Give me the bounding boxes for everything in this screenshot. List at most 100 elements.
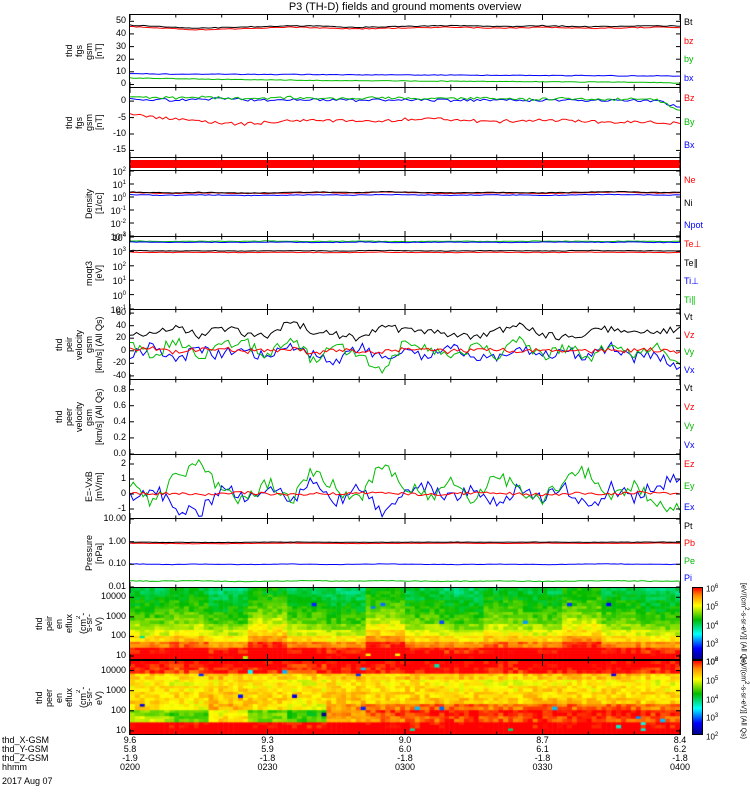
panel-plot-pressure: [130, 519, 680, 587]
right-series-label-Npot: Npot: [684, 219, 704, 230]
panel-plot-density: [130, 171, 680, 236]
y-axis-label-line: en: [54, 618, 64, 629]
y-axis-label-line: eV): [94, 690, 104, 705]
plot-title: P3 (TH-D) fields and ground moments over…: [288, 1, 522, 13]
x-tick-value: -1.8: [259, 753, 276, 763]
y-tick-label: 103: [112, 247, 126, 258]
y-tick-label: 0: [120, 95, 126, 106]
panel-efield-vxb: [129, 454, 681, 519]
y-axis-label-line: (cm2-: [76, 612, 88, 635]
y-axis-label-line: thd: [34, 617, 44, 630]
y-axis-label-line: thd: [34, 691, 44, 704]
y-axis-label-line: [km/s] (All Qs): [94, 316, 104, 373]
colorbar-tick-label: 103: [706, 638, 719, 649]
y-tick-label: 100: [112, 193, 126, 203]
right-series-label-Pb: Pb: [684, 538, 696, 549]
flag-band: [130, 160, 680, 168]
x-tick-value: -1.8: [397, 753, 413, 763]
y-tick-label: 10: [115, 649, 126, 660]
y-axis-label-line: moqt3: [84, 260, 94, 286]
colorbar-tick-label: 106: [706, 584, 719, 594]
right-series-label-Ez: Ez: [684, 458, 695, 469]
series-line-By: [130, 95, 680, 111]
y-axis-label-line: [1/cc]: [94, 192, 104, 215]
x-axis-row-header: thd_Y-GSM: [2, 744, 49, 754]
y-axis-label-line: gsm: [84, 42, 94, 60]
x-axis-row-header: hhmm: [2, 762, 28, 772]
right-series-label-Vz: Vz: [684, 329, 695, 340]
y-axis-label-line: thd: [54, 338, 64, 351]
y-tick-label: -5: [117, 111, 126, 122]
x-tick-value: -1.9: [122, 753, 138, 763]
series-line-Vx: [130, 341, 680, 371]
y-tick-label: 0.6: [113, 399, 126, 410]
y-axis-label-line: peer: [44, 688, 54, 707]
x-tick-value: 6.0: [398, 744, 412, 754]
y-tick-label: 60: [115, 307, 126, 318]
panel-peer-en-eflux: [129, 660, 681, 735]
y-tick-label: 101: [112, 180, 126, 190]
series-line-Vz: [130, 345, 680, 355]
right-series-label-by: by: [684, 54, 694, 65]
y-tick-label: -40: [112, 369, 126, 380]
spectrogram-peer-en-eflux: [130, 661, 680, 734]
panel-plot-peer-velocity: [130, 380, 680, 454]
series-line-Vy: [130, 335, 680, 375]
x-tick-value: -1.8: [534, 753, 551, 763]
y-tick-label: 101: [112, 276, 126, 287]
right-series-label-Te∥: Te∥: [684, 257, 699, 268]
y-axis-label-line: s-sr-: [84, 688, 94, 707]
series-line-Pb: [130, 542, 680, 545]
right-series-label-Bx: Bx: [684, 140, 695, 151]
y-axis-label-line: gsm: [84, 408, 94, 426]
y-tick-label: 104: [112, 233, 126, 243]
panel-plot-peir-en-eflux: [130, 588, 680, 659]
y-axis-label-line: fgs: [74, 116, 84, 129]
series-line-Ez: [130, 490, 680, 497]
x-tick-value: 9.3: [261, 735, 274, 745]
right-series-label-Ex: Ex: [684, 502, 695, 513]
y-tick-label: 10-3: [110, 232, 126, 242]
y-tick-label: 10: [115, 724, 126, 735]
y-tick-label: 10: [115, 65, 126, 76]
y-tick-label: 0.2: [113, 431, 126, 442]
panel-flag-bar: [129, 157, 681, 171]
right-series-label-Bt: Bt: [684, 17, 693, 28]
y-tick-label: -20: [112, 357, 126, 368]
right-series-label-Pi: Pi: [684, 573, 693, 584]
x-tick-value: 0230: [257, 762, 278, 772]
series-line-Ni: [130, 190, 680, 194]
y-axis-label-line: Density: [84, 188, 94, 219]
series-line-Pi: [130, 563, 680, 566]
series-line-Bt: [130, 24, 680, 29]
y-tick-label: 0.0: [113, 448, 126, 458]
y-axis-label-line: thd: [64, 44, 74, 58]
y-tick-label: 30: [115, 40, 126, 51]
y-axis-label-line: gsm: [84, 114, 94, 132]
colorbar-tick-label: 106: [706, 657, 719, 667]
y-tick-label: -15: [112, 144, 126, 155]
series-line-Bz: [130, 113, 680, 127]
x-tick-value: 9.0: [398, 735, 412, 745]
y-tick-label: 0.10: [108, 558, 126, 569]
y-axis-label-line: eflux: [64, 614, 74, 634]
right-series-label-Vt: Vt: [684, 382, 693, 393]
y-axis-label-line: s-sr-: [84, 614, 94, 633]
y-tick-label: 100: [110, 630, 126, 641]
z-axis-title: [eV/(cm2-s-sr-eV)] (All Qs): [739, 582, 749, 665]
y-tick-label: 0.4: [113, 415, 126, 426]
right-series-label-Vx: Vx: [684, 439, 695, 450]
y-axis-label-line: eV): [94, 616, 104, 631]
colorbar-peer-en-eflux: [692, 660, 703, 735]
right-series-label-Vx: Vx: [684, 365, 695, 376]
panel-plot-peir-velocity: [130, 310, 680, 379]
y-tick-label: 0: [120, 344, 126, 355]
spectrogram-peir-en-eflux: [130, 588, 680, 659]
panel-plot-flag-bar: [130, 158, 680, 170]
x-tick-value: 0400: [669, 762, 691, 772]
series-line-Te-par: [130, 249, 680, 252]
panel-pressure: [129, 518, 681, 588]
panel-fgs-gsm-overview: [129, 14, 681, 88]
right-series-label-bz: bz: [684, 35, 694, 46]
